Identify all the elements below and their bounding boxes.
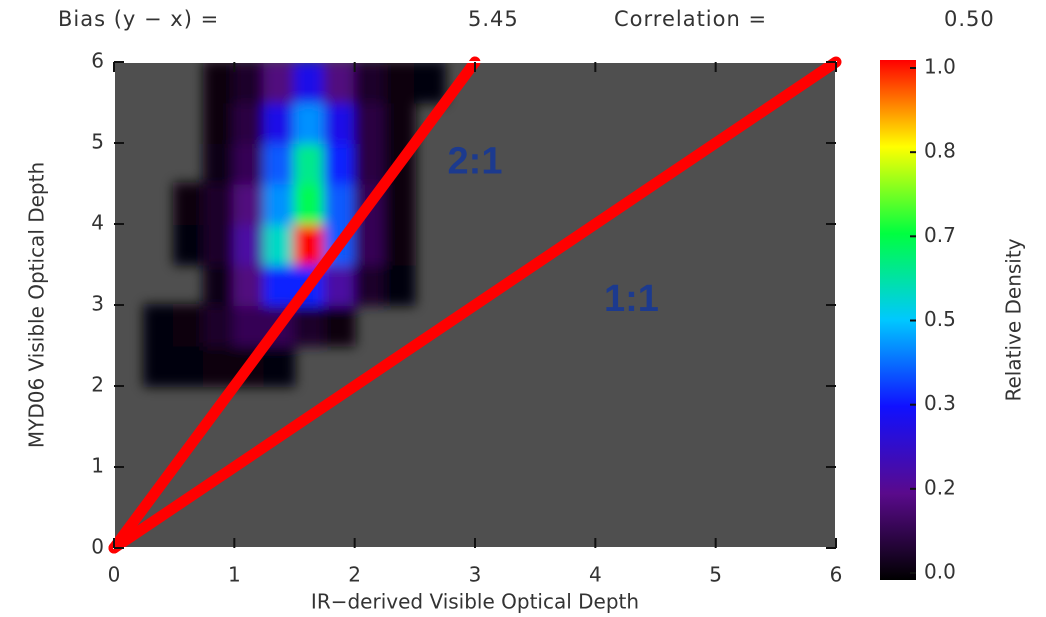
density-cell [263, 182, 296, 225]
correlation-value: 0.50 [944, 7, 995, 31]
density-cell [293, 223, 326, 266]
density-cell [323, 304, 356, 347]
colorbar-tick-label: 0.5 [924, 307, 956, 331]
density-cell [233, 263, 266, 306]
density-cell [173, 182, 206, 225]
x-tick-label: 3 [469, 563, 482, 587]
density-field [143, 62, 446, 387]
density-cell [263, 223, 296, 266]
x-tick-label: 4 [589, 563, 602, 587]
density-cell [353, 263, 386, 306]
bias-value: 5.45 [468, 7, 519, 31]
x-tick-label: 6 [830, 563, 843, 587]
density-cell [413, 62, 446, 104]
bias-label: Bias (y − x) = [58, 7, 219, 31]
density-cell [203, 263, 236, 306]
density-cell [233, 304, 266, 347]
colorbar-label: Relative Density [1002, 238, 1026, 401]
density-cell [233, 182, 266, 225]
density-cell [293, 101, 326, 144]
density-cell [353, 62, 386, 104]
y-tick-label: 2 [91, 373, 104, 397]
density-cell [203, 62, 236, 104]
density-cell [383, 223, 416, 266]
density-cell [233, 62, 266, 104]
density-cells [143, 62, 446, 387]
colorbar-tick-label: 0.8 [924, 139, 956, 163]
density-cell [383, 263, 416, 306]
density-cell [323, 142, 356, 185]
y-tick-label: 0 [91, 535, 104, 559]
x-tick-label: 2 [348, 563, 361, 587]
density-cell [173, 344, 206, 387]
density-cell [263, 344, 296, 387]
density-cell [173, 223, 206, 266]
y-tick-label: 1 [91, 454, 104, 478]
colorbar-tick-label: 0.3 [924, 391, 956, 415]
density-cell [293, 62, 326, 104]
density-cell [203, 344, 236, 387]
density-cell [263, 62, 296, 104]
x-tick-label: 0 [108, 563, 121, 587]
density-cell [173, 304, 206, 347]
colorbar-tick-label: 0.7 [924, 223, 956, 247]
line-annotation: 2:1 [448, 140, 503, 182]
reference-line [108, 56, 481, 554]
reference-line [108, 56, 842, 554]
density-cell [203, 304, 236, 347]
density-cell [203, 101, 236, 144]
line-annotation: 1:1 [604, 278, 659, 320]
density-cell [233, 142, 266, 185]
density-cell [323, 101, 356, 144]
correlation-label: Correlation = [614, 7, 767, 31]
density-cell [293, 304, 326, 347]
x-tick-label: 5 [709, 563, 722, 587]
y-axis-label: MYD06 Visible Optical Depth [25, 162, 49, 448]
density-cell [323, 263, 356, 306]
density-cell [383, 182, 416, 225]
colorbar-tick-label: 1.0 [924, 55, 956, 79]
density-cell [383, 101, 416, 144]
density-cell [143, 304, 176, 347]
density-cell [263, 142, 296, 185]
density-cell [203, 182, 236, 225]
density-cell [233, 223, 266, 266]
density-cell [263, 263, 296, 306]
x-axis-label: IR−derived Visible Optical Depth [311, 590, 639, 614]
density-cell [143, 344, 176, 387]
colorbar-tick-label: 0.0 [924, 560, 956, 584]
density-cell [353, 223, 386, 266]
y-tick-label: 6 [91, 49, 104, 73]
density-cell [323, 182, 356, 225]
density-cell [323, 62, 356, 104]
y-tick-label: 4 [91, 211, 104, 235]
density-cell [353, 142, 386, 185]
density-cell [233, 101, 266, 144]
density-cell [383, 62, 416, 104]
y-tick-label: 5 [91, 130, 104, 154]
density-cell [203, 142, 236, 185]
density-cell [293, 142, 326, 185]
density-cell [353, 101, 386, 144]
density-cell [203, 223, 236, 266]
colorbar-tick-label: 0.2 [924, 475, 956, 499]
density-cell [263, 101, 296, 144]
x-tick-label: 1 [228, 563, 241, 587]
y-tick-label: 3 [91, 292, 104, 316]
density-cell [293, 182, 326, 225]
